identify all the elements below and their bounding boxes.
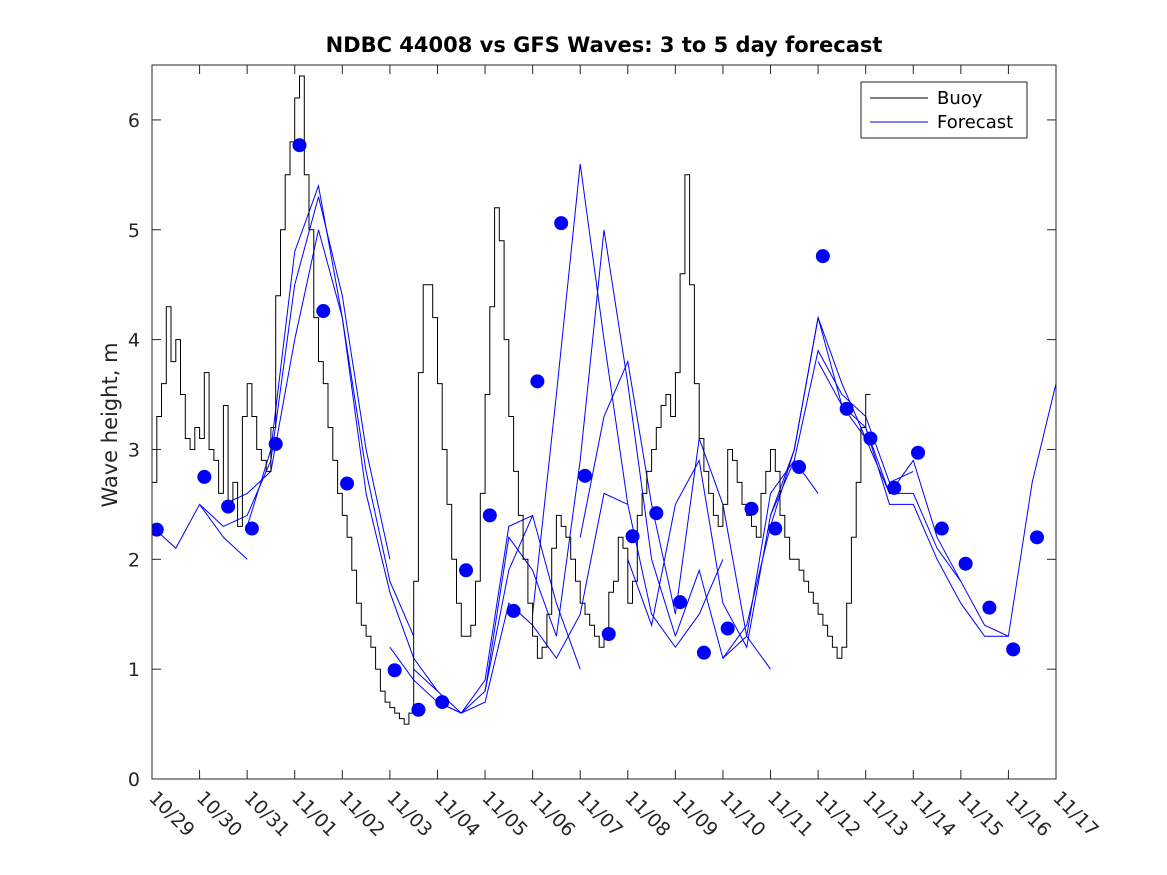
forecast-point bbox=[863, 431, 878, 446]
forecast-point bbox=[887, 480, 902, 495]
legend-buoy-label: Buoy bbox=[937, 88, 983, 109]
forecast-line bbox=[722, 349, 914, 659]
chart-title: NDBC 44008 vs GFS Waves: 3 to 5 day fore… bbox=[326, 33, 883, 57]
forecast-line bbox=[484, 229, 676, 692]
y-tick-label: 1 bbox=[128, 659, 140, 681]
y-tick-label: 2 bbox=[128, 549, 140, 571]
forecast-point bbox=[244, 521, 259, 536]
forecast-line bbox=[199, 196, 391, 560]
forecast-point bbox=[268, 436, 283, 451]
forecast-point bbox=[221, 499, 236, 514]
y-tick-label: 5 bbox=[128, 220, 140, 242]
y-tick-label: 4 bbox=[128, 330, 140, 352]
legend-box bbox=[860, 81, 1028, 139]
forecast-point bbox=[1006, 642, 1021, 657]
forecast-point bbox=[1029, 530, 1044, 545]
forecast-point bbox=[387, 663, 402, 678]
forecast-point bbox=[744, 501, 759, 516]
forecast-point bbox=[982, 600, 997, 615]
forecast-line bbox=[246, 183, 438, 692]
plot-frame bbox=[151, 64, 1057, 780]
forecast-point bbox=[340, 476, 355, 491]
series-layer bbox=[152, 75, 1056, 725]
y-tick-label: 3 bbox=[128, 439, 140, 461]
forecast-point bbox=[815, 249, 830, 264]
axis-ticks bbox=[151, 65, 1057, 780]
forecast-point bbox=[530, 374, 545, 389]
forecast-point bbox=[625, 529, 640, 544]
forecast-line bbox=[223, 229, 415, 637]
forecast-point bbox=[792, 460, 807, 475]
forecast-point bbox=[768, 521, 783, 536]
forecast-line bbox=[865, 383, 1056, 637]
forecast-point bbox=[482, 508, 497, 523]
forecast-point bbox=[506, 603, 521, 618]
forecast-line bbox=[579, 359, 771, 670]
plot-area bbox=[152, 65, 1056, 779]
forecast-point bbox=[411, 702, 426, 717]
forecast-point bbox=[673, 595, 688, 610]
forecast-point bbox=[839, 401, 854, 416]
forecast-point bbox=[696, 645, 711, 660]
forecast-point bbox=[911, 445, 926, 460]
forecast-point bbox=[435, 695, 450, 710]
y-tick-label: 6 bbox=[128, 110, 140, 132]
forecast-point bbox=[292, 138, 307, 153]
forecast-point bbox=[554, 216, 569, 231]
forecast-point bbox=[316, 304, 331, 319]
forecast-point bbox=[934, 521, 949, 536]
forecast-point bbox=[152, 522, 164, 537]
forecast-point bbox=[649, 506, 664, 521]
forecast-point bbox=[720, 621, 735, 636]
y-axis-label: Wave height, m bbox=[98, 342, 122, 507]
forecast-point bbox=[459, 563, 474, 578]
legend-forecast-label: Forecast bbox=[937, 112, 1013, 133]
y-tick-label: 0 bbox=[128, 769, 140, 791]
forecast-line bbox=[627, 458, 819, 649]
forecast-point bbox=[958, 556, 973, 571]
forecast-line bbox=[532, 163, 724, 649]
forecast-point bbox=[601, 627, 616, 642]
forecast-line bbox=[413, 514, 581, 714]
forecast-point bbox=[577, 468, 592, 483]
forecast-point bbox=[197, 469, 212, 484]
legend: Buoy Forecast bbox=[860, 81, 1028, 139]
